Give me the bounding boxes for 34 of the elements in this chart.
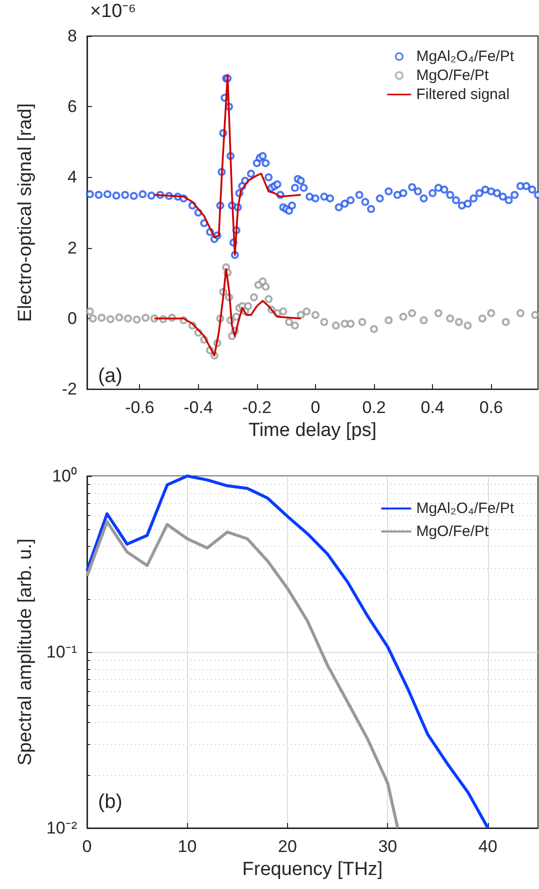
x-tick-label: 30 [378, 837, 398, 856]
text: ×10⁻⁶ [90, 1, 136, 22]
y-tick-label: -2 [62, 380, 77, 399]
x-tick-label: 0.2 [362, 398, 386, 418]
legend-label: MgO/Fe/Pt [416, 523, 490, 540]
x-tick-label: 0.6 [479, 398, 503, 418]
x-tick-label: -0.2 [242, 398, 272, 418]
x-tick-label: 10 [178, 837, 197, 856]
legend-label: Filtered signal [416, 86, 510, 103]
y-tick-label: 10⁻² [46, 818, 78, 838]
x-tick-label: 0 [310, 398, 320, 418]
annotation: (a) [98, 365, 122, 387]
x-tick-label: 0.4 [420, 398, 444, 418]
x-tick-label: 40 [478, 837, 498, 856]
y-axis-title: Spectral amplitude [arb. u.] [15, 538, 36, 766]
legend-label: MgAl₂O₄/Fe/Pt [416, 500, 515, 517]
legend-label: MgAl₂O₄/Fe/Pt [416, 48, 515, 65]
x-tick-label: -0.4 [184, 398, 213, 418]
y-tick-label: 2 [68, 238, 77, 258]
x-axis-title: Time delay [ps] [248, 420, 377, 441]
y-tick-label: 6 [68, 97, 77, 116]
x-axis-title: Frequency [THz] [242, 858, 383, 880]
x-tick-label: 0 [82, 837, 92, 856]
legend-label: MgO/Fe/Pt [416, 67, 490, 84]
y-tick-label: 10⁰ [52, 466, 77, 486]
y-tick-label: 8 [68, 26, 77, 46]
y-axis-title: Electro-optical signal [rad] [15, 103, 36, 322]
annotation: (b) [98, 791, 122, 813]
y-tick-label: 0 [68, 308, 77, 328]
x-tick-label: 20 [278, 837, 297, 856]
x-tick-label: -0.6 [125, 398, 154, 418]
line-series [86, 520, 400, 830]
y-tick-label: 10⁻¹ [46, 642, 78, 662]
y-tick-label: 4 [68, 168, 77, 187]
